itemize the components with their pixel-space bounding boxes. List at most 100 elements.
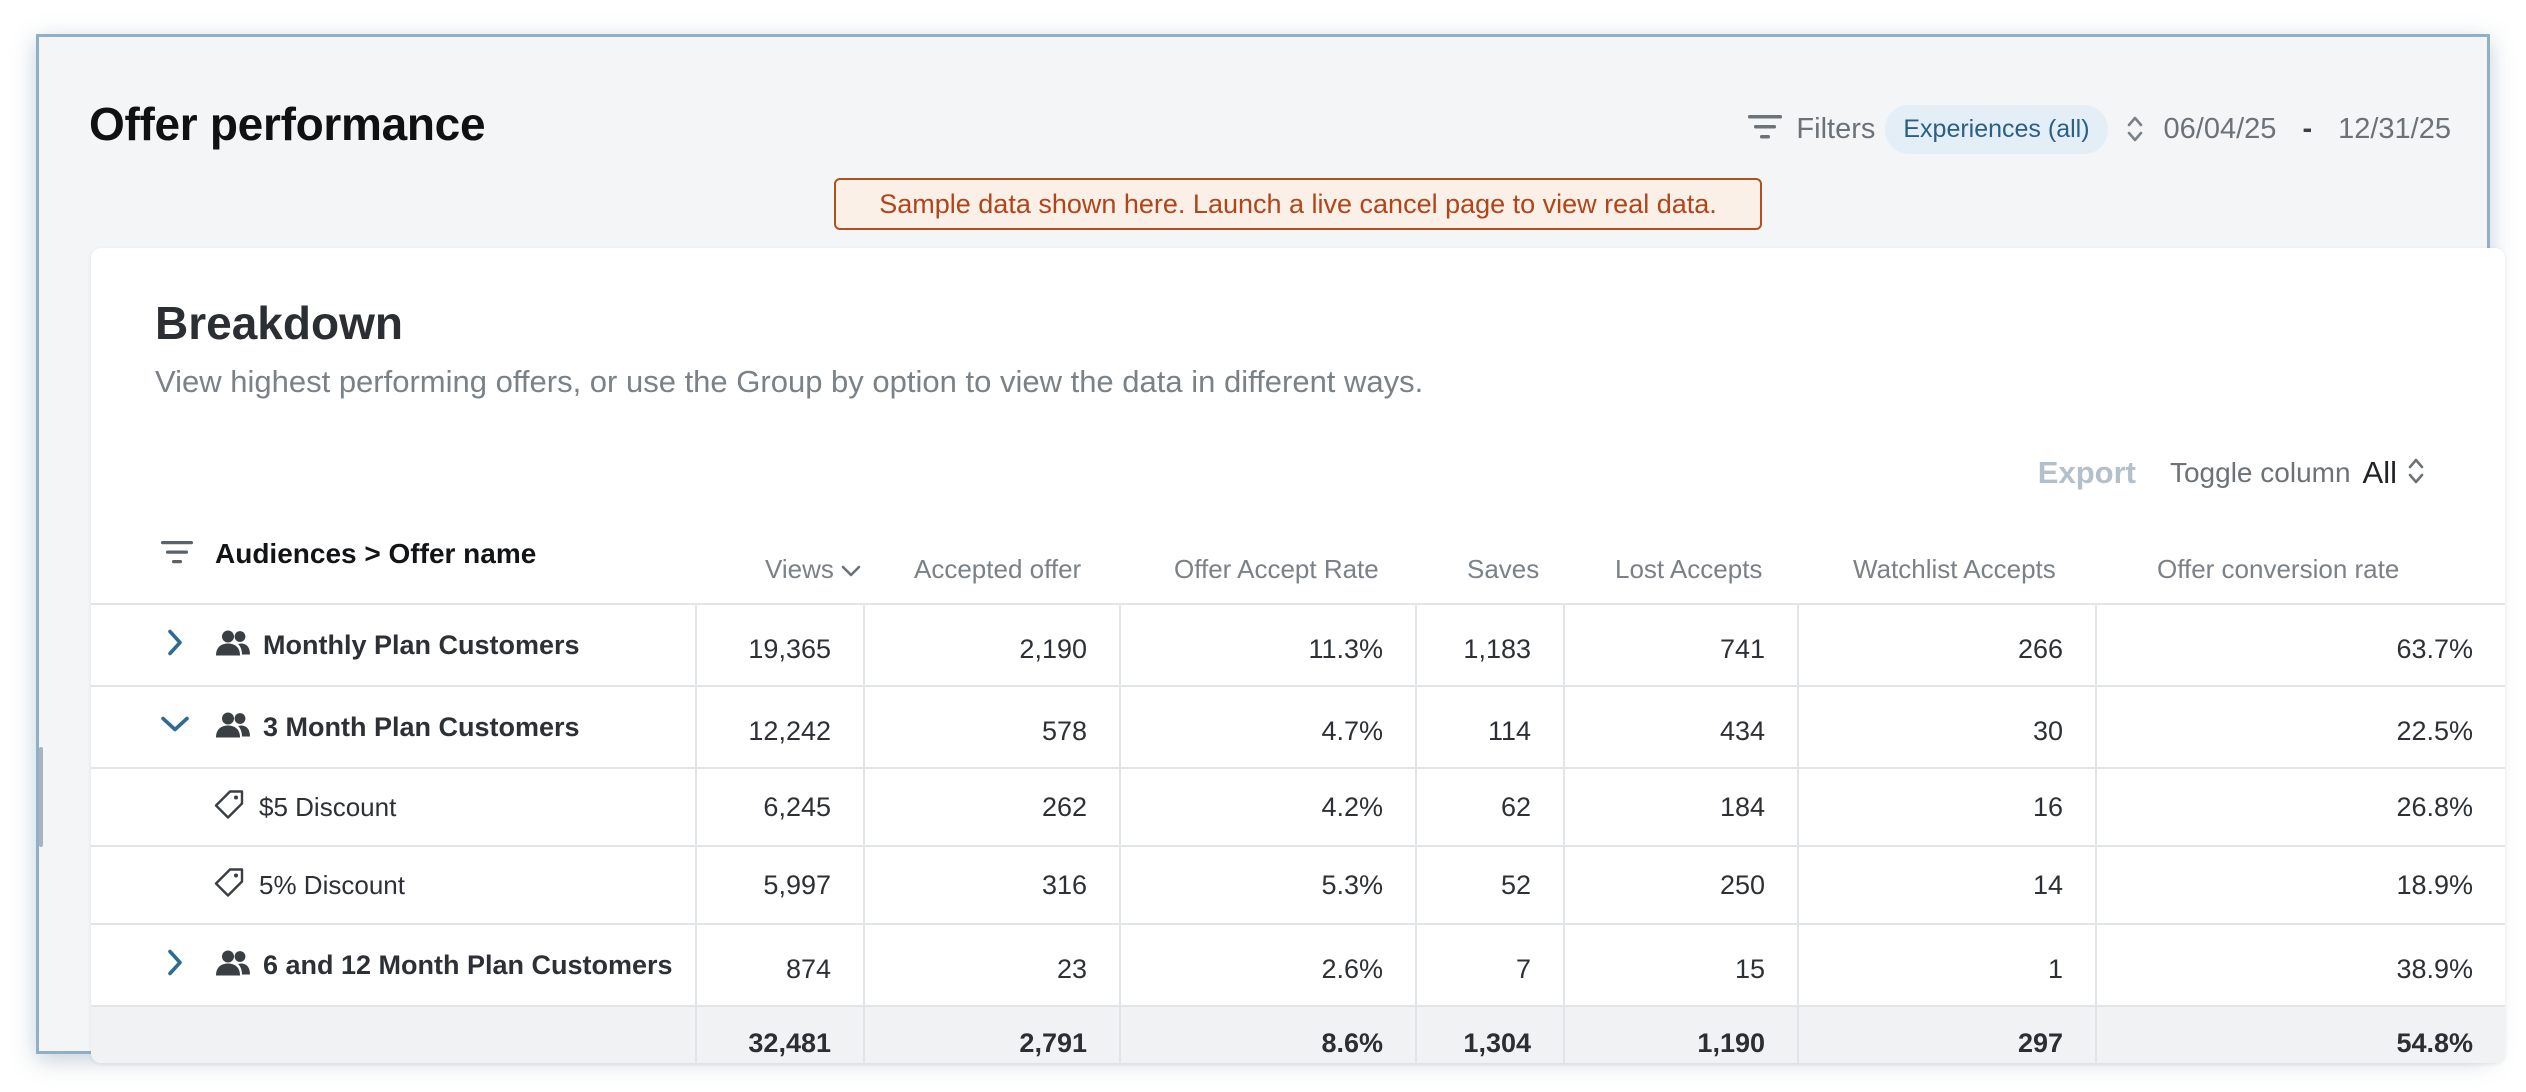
sample-data-banner-text: Sample data shown here. Launch a live ca… — [879, 188, 1717, 219]
cell-saves: 7 — [1415, 925, 1563, 1005]
cell-lost-accepts: 15 — [1563, 925, 1797, 1005]
top-toolbar: Filters Experiences (all) 06/04/25 - 12/… — [1748, 101, 2451, 157]
chevron-right-icon[interactable] — [165, 947, 185, 984]
cell-offer-accept-rate: 11.3% — [1119, 605, 1415, 685]
filters-label: Filters — [1796, 112, 1876, 145]
breakdown-description: View highest performing offers, or use t… — [155, 364, 1424, 399]
totals-row: 32,481 2,791 8.6% 1,304 1,190 297 54.8% — [91, 1007, 2505, 1063]
cell-lost-accepts: 434 — [1563, 687, 1797, 767]
app-window: Offer performance Filters Experiences (a… — [36, 34, 2505, 1063]
cell-views: 874 — [695, 925, 863, 1005]
resize-handle[interactable] — [39, 747, 43, 847]
cell-offer-accept-rate: 2.6% — [1119, 925, 1415, 1005]
cell-accepted-offer: 262 — [863, 769, 1119, 845]
total-views: 32,481 — [695, 1007, 863, 1063]
cell-accepted-offer: 578 — [863, 687, 1119, 767]
tag-icon — [213, 789, 245, 826]
experiences-filter-pill[interactable]: Experiences (all) — [1885, 104, 2108, 154]
cell-views: 6,245 — [695, 769, 863, 845]
people-icon — [215, 629, 251, 662]
audience-name: 6 and 12 Month Plan Customers — [263, 949, 673, 980]
row-name-cell: 3 Month Plan Customers — [91, 687, 695, 767]
group-by-header[interactable]: Audiences > Offer name — [161, 538, 536, 570]
cell-offer-conversion-rate: 38.9% — [2095, 925, 2505, 1005]
people-icon — [215, 711, 251, 744]
chevron-up-down-icon[interactable] — [2126, 114, 2144, 144]
offer-name: 5% Discount — [259, 869, 405, 900]
cell-lost-accepts: 250 — [1563, 847, 1797, 923]
table-row[interactable]: 3 Month Plan Customers 12,242 578 4.7% 1… — [91, 687, 2505, 769]
sample-data-banner: Sample data shown here. Launch a live ca… — [834, 178, 1762, 230]
chevron-right-icon[interactable] — [165, 627, 185, 664]
cell-accepted-offer: 23 — [863, 925, 1119, 1005]
cell-offer-accept-rate: 4.7% — [1119, 687, 1415, 767]
col-header-label: Views — [765, 554, 834, 584]
breakdown-card: Breakdown View highest performing offers… — [91, 248, 2505, 1063]
tag-icon — [213, 867, 245, 904]
group-by-label: Audiences > Offer name — [215, 538, 537, 569]
chevron-down-icon[interactable] — [159, 715, 191, 740]
page-title: Offer performance — [89, 98, 486, 150]
chevron-up-down-icon[interactable] — [2407, 456, 2425, 491]
row-name-cell: 6 and 12 Month Plan Customers — [91, 925, 695, 1005]
date-range-end[interactable]: 12/31/25 — [2338, 112, 2451, 145]
people-icon — [215, 949, 251, 982]
cell-offer-conversion-rate: 18.9% — [2095, 847, 2505, 923]
date-range-start[interactable]: 06/04/25 — [2163, 112, 2277, 145]
col-header-views[interactable]: Views — [765, 554, 862, 585]
chevron-down-icon — [840, 554, 862, 585]
export-button[interactable]: Export — [2037, 455, 2136, 490]
total-offer-accept-rate: 8.6% — [1119, 1007, 1415, 1063]
filters-button[interactable]: Filters — [1748, 113, 1875, 146]
breakdown-title: Breakdown — [155, 297, 403, 349]
cell-accepted-offer: 2,190 — [863, 605, 1119, 685]
table-row[interactable]: 6 and 12 Month Plan Customers 874 23 2.6… — [91, 925, 2505, 1007]
total-offer-conversion-rate: 54.8% — [2095, 1007, 2505, 1063]
filter-lines-icon[interactable] — [161, 540, 193, 569]
col-header-offer-conversion-rate[interactable]: Offer conversion rate — [2157, 554, 2400, 584]
cell-watchlist-accepts: 266 — [1797, 605, 2095, 685]
breakdown-table: Audiences > Offer name Views Accepted of… — [91, 518, 2505, 1063]
date-range-separator: - — [2302, 112, 2313, 145]
total-lost-accepts: 1,190 — [1563, 1007, 1797, 1063]
cell-watchlist-accepts: 16 — [1797, 769, 2095, 845]
cell-views: 19,365 — [695, 605, 863, 685]
cell-saves: 52 — [1415, 847, 1563, 923]
cell-accepted-offer: 316 — [863, 847, 1119, 923]
audience-name: 3 Month Plan Customers — [263, 711, 580, 742]
col-header-lost-accepts[interactable]: Lost Accepts — [1615, 554, 1763, 584]
cell-watchlist-accepts: 14 — [1797, 847, 2095, 923]
cell-offer-conversion-rate: 26.8% — [2095, 769, 2505, 845]
toggle-column-select[interactable]: All — [2362, 455, 2397, 490]
cell-views: 5,997 — [695, 847, 863, 923]
cell-offer-accept-rate: 4.2% — [1119, 769, 1415, 845]
col-header-offer-accept-rate[interactable]: Offer Accept Rate — [1174, 554, 1379, 584]
totals-label-cell — [91, 1007, 695, 1063]
offer-name: $5 Discount — [259, 791, 397, 822]
cell-saves: 1,183 — [1415, 605, 1563, 685]
cell-lost-accepts: 741 — [1563, 605, 1797, 685]
table-row[interactable]: Monthly Plan Customers 19,365 2,190 11.3… — [91, 605, 2505, 687]
audience-name: Monthly Plan Customers — [263, 629, 580, 660]
cell-offer-conversion-rate: 22.5% — [2095, 687, 2505, 767]
total-accepted-offer: 2,791 — [863, 1007, 1119, 1063]
filter-lines-icon — [1748, 114, 1783, 145]
cell-saves: 62 — [1415, 769, 1563, 845]
row-name-cell: $5 Discount — [91, 769, 695, 845]
cell-views: 12,242 — [695, 687, 863, 767]
table-row[interactable]: $5 Discount 6,245 262 4.2% 62 184 16 26.… — [91, 769, 2505, 847]
col-header-saves[interactable]: Saves — [1467, 554, 1540, 584]
row-name-cell: Monthly Plan Customers — [91, 605, 695, 685]
total-watchlist-accepts: 297 — [1797, 1007, 2095, 1063]
table-toolbar: Export Toggle column All — [2038, 448, 2425, 498]
cell-offer-accept-rate: 5.3% — [1119, 847, 1415, 923]
col-header-watchlist-accepts[interactable]: Watchlist Accepts — [1853, 554, 2056, 584]
table-header-row: Audiences > Offer name Views Accepted of… — [91, 518, 2505, 605]
cell-watchlist-accepts: 1 — [1797, 925, 2095, 1005]
table-row[interactable]: 5% Discount 5,997 316 5.3% 52 250 14 18.… — [91, 847, 2505, 925]
total-saves: 1,304 — [1415, 1007, 1563, 1063]
cell-offer-conversion-rate: 63.7% — [2095, 605, 2505, 685]
col-header-accepted-offer[interactable]: Accepted offer — [914, 554, 1082, 584]
cell-saves: 114 — [1415, 687, 1563, 767]
cell-watchlist-accepts: 30 — [1797, 687, 2095, 767]
